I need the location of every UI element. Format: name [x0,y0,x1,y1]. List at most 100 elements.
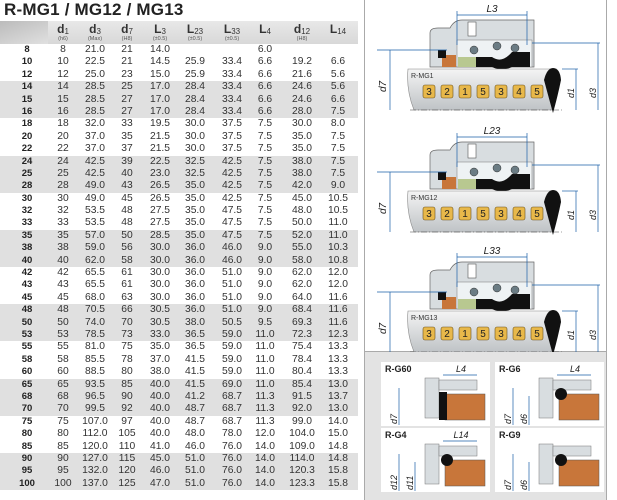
column-subscript: 7 [128,27,133,36]
table-cell: 33.4 [221,93,243,105]
part-number: 2 [444,87,450,98]
row-size-label: 48 [21,304,33,316]
column-symbol: L [329,22,338,36]
table-cell: 85 [121,378,133,390]
table-cell: 65 [57,378,69,390]
table-cell: 25.9 [184,56,206,68]
table-cell: 40.0 [149,403,171,415]
table-cell: 75 [121,341,133,353]
row-size-label: 75 [21,415,33,427]
table-cell: 78 [121,353,133,365]
part-badge: 2 [440,326,454,341]
table-cell: 36.0 [184,279,206,291]
table-cell: 6.6 [257,56,273,68]
table-cell: 25.0 [84,68,106,80]
table-cell: 7.5 [330,130,346,142]
table-cell: 19.5 [149,118,171,130]
table-cell: 132.0 [82,465,108,477]
row-size-label: 70 [21,403,33,415]
table-cell: 40 [57,254,69,266]
row-size-label: 30 [21,192,33,204]
set-screw [467,263,477,279]
table-cell: 75 [57,415,69,427]
table-row: 40 40 62.0 58 30.0 36.0 46.0 9.0 58.0 10.8 [0,254,358,268]
row-size-label: 85 [21,440,33,452]
table-row: 80 80 112.0 105 40.0 48.0 78.0 12.0 104.0 15.0 [0,428,358,440]
table-cell: 76.0 [221,477,243,489]
length-label: L33 [484,246,501,257]
table-cell: 45 [121,192,133,204]
length-dimension [456,11,528,45]
table-cell: 7.5 [330,155,346,167]
header-corner [0,21,48,44]
seat-variant-label: R-G4 [385,430,407,440]
table-cell: 11.6 [328,291,348,303]
table-cell: 6.6 [330,56,346,68]
seat-variant-label: R-G9 [499,430,521,440]
table-cell: 14.0 [327,415,349,427]
table-cell: 81.0 [84,341,106,353]
table-cell: 30.0 [149,242,171,254]
part-badge: 5 [530,206,544,221]
table-cell: 16 [57,105,69,117]
table-cell: 26.5 [149,192,171,204]
seal-diagram: R-MG12 3 2 1 5 3 4 5 L23 d7 d1 d3 [377,126,600,235]
table-cell: 137.0 [82,477,108,489]
table-cell: 42.5 [84,167,106,179]
table-cell: 7.5 [330,167,346,179]
table-cell: 30.0 [184,118,206,130]
seat-diameter-label: d7 [503,479,513,490]
row-size-label: 16 [21,105,33,117]
table-cell: 55.0 [291,242,313,254]
table-cell: 42.5 [221,180,243,192]
table-cell: 28.4 [184,105,206,117]
table-header: d1 (h6) d3 (Max) d7 (H8) L3 (±0.5) L23 (±0.5) L33(… [0,21,358,44]
table-cell: 36.0 [184,291,206,303]
table-cell: 27 [121,93,133,105]
part-number: 3 [426,87,432,98]
table-cell: 59.0 [221,353,243,365]
table-cell: 35.0 [149,341,171,353]
table-cell: 51.0 [221,279,243,291]
table-cell: 51.0 [184,465,206,477]
part-badge: 5 [476,206,490,221]
o-ring [492,163,502,173]
table-cell: 59.0 [221,366,243,378]
column-symbol: L [154,22,162,36]
table-cell: 22.5 [149,155,171,167]
d7-label: d7 [378,80,389,92]
row-size-label: 100 [19,477,35,489]
table-row: 10 10 22.5 21 14.5 25.9 33.4 6.6 19.2 6.6 [0,56,358,68]
row-size-label: 80 [21,428,33,440]
seat-variant-label: R-G6 [499,364,521,374]
seat-variant-r-g9: d7 d6 R-G9 [495,428,604,492]
table-cell: 9.0 [257,254,273,266]
table-cell: 114.0 [289,452,315,464]
table-cell: 42.0 [291,180,313,192]
table-cell: 33.4 [221,105,243,117]
part-badge: 2 [440,206,454,221]
table-cell: 14.0 [254,465,276,477]
table-cell: 27.5 [149,217,171,229]
table-row: 48 48 70.5 66 30.5 36.0 51.0 9.0 68.4 11.6 [0,304,358,317]
table-cell: 40.0 [149,415,171,427]
table-cell: 30.5 [149,304,171,316]
d3-label: d3 [588,88,598,98]
table-row: 43 43 65.5 61 30.0 36.0 51.0 9.0 62.0 12.0 [0,279,358,291]
table-cell: 17.0 [149,105,171,117]
row-size-label: 95 [21,465,33,477]
column-symbol: L [186,22,195,36]
table-row: 45 45 68.0 63 30.0 36.0 51.0 9.0 64.0 11.6 [0,292,358,304]
row-size-label: 32 [21,205,33,217]
table-cell: 30 [57,192,69,204]
table-cell: 10.3 [327,242,349,254]
table-cell: 62.0 [291,279,313,291]
column-header: d3 (Max) [80,22,110,42]
table-cell: 30.5 [149,316,171,328]
table-cell: 28.5 [149,229,171,241]
row-size-label: 50 [21,316,33,328]
table-cell: 21.5 [149,130,171,142]
table-cell: 7.5 [257,229,273,241]
table-cell: 48.7 [184,403,206,415]
part-number: 2 [444,209,450,220]
